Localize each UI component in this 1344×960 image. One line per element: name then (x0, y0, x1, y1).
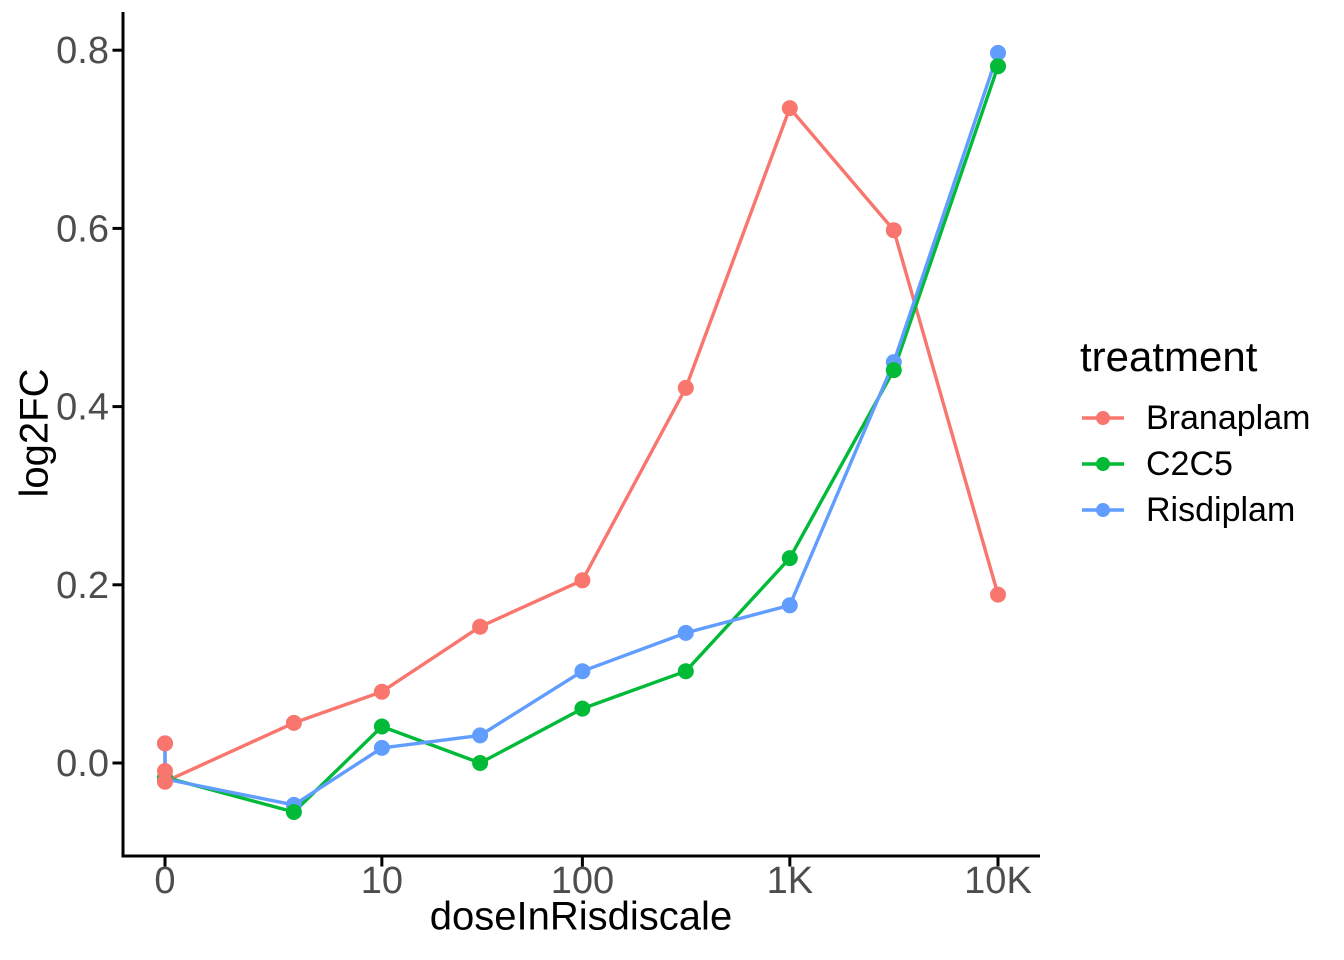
legend-item-risdiplam: Risdiplam (1080, 487, 1310, 533)
legend-label: Risdiplam (1146, 490, 1296, 529)
x-tick-label: 0 (154, 860, 175, 902)
axes: 0 10 100 1K 10K 0.0 0.2 0.4 0.6 0.8 (56, 12, 1040, 902)
y-tick-label: 0.0 (56, 743, 109, 785)
legend: treatment Branaplam C2C5 Risdiplam (1080, 333, 1310, 533)
x-tick-label: 10K (964, 860, 1032, 902)
y-tick-label: 0.2 (56, 565, 109, 607)
data-point-branaplam (781, 100, 798, 117)
series-lines (163, 52, 1000, 814)
data-point-risdiplam (472, 727, 489, 744)
data-point-c2c5 (285, 804, 302, 820)
data-point-risdiplam (781, 597, 798, 614)
y-tick-label: 0.8 (56, 30, 109, 72)
data-point-c2c5 (472, 755, 489, 771)
series-line-risdiplam (163, 52, 1000, 807)
data-point-c2c5 (990, 58, 1006, 75)
data-point-c2c5 (781, 550, 798, 567)
series-line-branaplam (163, 106, 1000, 784)
data-point-risdiplam (990, 44, 1006, 61)
legend-items: Branaplam C2C5 Risdiplam (1080, 395, 1310, 533)
data-point-branaplam (373, 683, 390, 700)
legend-key-icon (1082, 457, 1124, 471)
data-point-branaplam (574, 572, 591, 589)
series-points (157, 44, 1006, 820)
legend-item-branaplam: Branaplam (1080, 395, 1310, 441)
y-tick-label: 0.4 (56, 387, 109, 429)
data-point-risdiplam (373, 739, 390, 756)
legend-key-dot (1096, 457, 1110, 471)
series-line-c2c5 (164, 65, 1000, 814)
data-point-risdiplam (574, 663, 591, 680)
legend-item-c2c5: C2C5 (1080, 441, 1310, 487)
data-point-branaplam (472, 618, 489, 635)
x-tick-label: 10 (361, 860, 403, 902)
y-tick-label: 0.6 (56, 208, 109, 250)
data-point-branaplam (885, 222, 902, 239)
legend-key-icon (1082, 411, 1124, 425)
legend-key-icon (1082, 503, 1124, 517)
y-axis-title: log2FC (12, 368, 57, 498)
x-axis-title: doseInRisdiscale (429, 894, 733, 939)
x-tick-label: 1K (767, 860, 813, 902)
data-point-branaplam (157, 773, 173, 790)
legend-key-dot (1096, 503, 1110, 517)
legend-label: C2C5 (1146, 444, 1233, 483)
legend-label: Branaplam (1146, 398, 1311, 437)
data-point-branaplam (285, 714, 302, 731)
legend-title: treatment (1080, 333, 1258, 380)
x-tick-label: 100 (551, 860, 614, 902)
data-point-c2c5 (677, 663, 694, 680)
data-point-branaplam (677, 379, 694, 396)
data-point-risdiplam (677, 624, 694, 641)
legend-key-dot (1096, 411, 1110, 425)
data-point-branaplam (990, 586, 1006, 603)
data-point-c2c5 (885, 362, 902, 379)
data-point-c2c5 (574, 700, 591, 717)
data-point-c2c5 (373, 718, 390, 735)
data-point-branaplam (157, 735, 173, 752)
